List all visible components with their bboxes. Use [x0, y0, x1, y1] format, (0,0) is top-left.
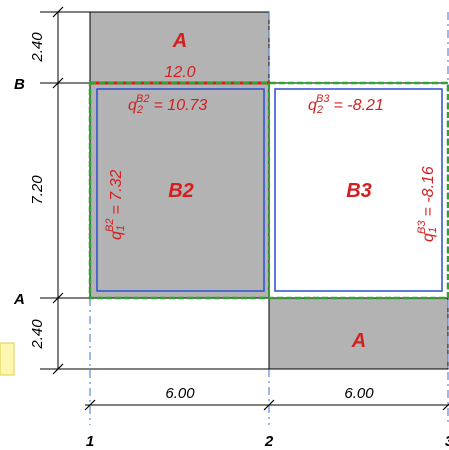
b2-slab-panel	[90, 83, 269, 298]
b3-white-panel	[269, 83, 448, 298]
region-boundary	[88, 81, 449, 300]
left-dim-tick-2	[52, 77, 64, 89]
left-dim-tick-4	[52, 363, 64, 375]
b2-panel-outline	[96, 88, 265, 292]
axis-label-a: A	[13, 291, 25, 308]
b2-q1-label: q1B2= 7.32	[104, 169, 127, 240]
axis-label-1: 1	[86, 433, 94, 450]
b2-label: B2	[168, 180, 194, 202]
b3-label: B3	[346, 180, 372, 202]
bottom-slab-label: A	[351, 330, 366, 352]
b3-q2-label: q2B3 = -8.21	[308, 93, 384, 116]
b2-q2-label: q2B2 = 10.73	[128, 93, 207, 116]
axis-label-2: 2	[264, 433, 274, 450]
axis-label-3: 3	[445, 433, 449, 450]
dim-bottom-right: 6.00	[344, 385, 374, 402]
bottom-dim-tick-3	[442, 403, 449, 411]
bottom-dim-tick-2	[263, 399, 275, 411]
b3-q1-label: q1B3= -8.16	[416, 166, 439, 242]
note-marker	[0, 342, 15, 376]
bottom-dim-tick-1	[84, 399, 96, 411]
edge-load-value: 12.0	[164, 64, 195, 81]
left-dim-tick-1	[52, 6, 64, 18]
dim-left-middle: 7.20	[29, 175, 46, 205]
left-dim-tick-3	[52, 292, 64, 304]
b3-panel-outline	[274, 88, 443, 292]
top-slab-label: A	[172, 30, 187, 52]
top-slab-panel	[89, 11, 270, 84]
axis-label-b: B	[14, 76, 25, 93]
dim-bottom-left: 6.00	[165, 385, 195, 402]
dim-left-bottom: 2.40	[29, 319, 46, 350]
dim-left-top: 2.40	[29, 32, 46, 63]
